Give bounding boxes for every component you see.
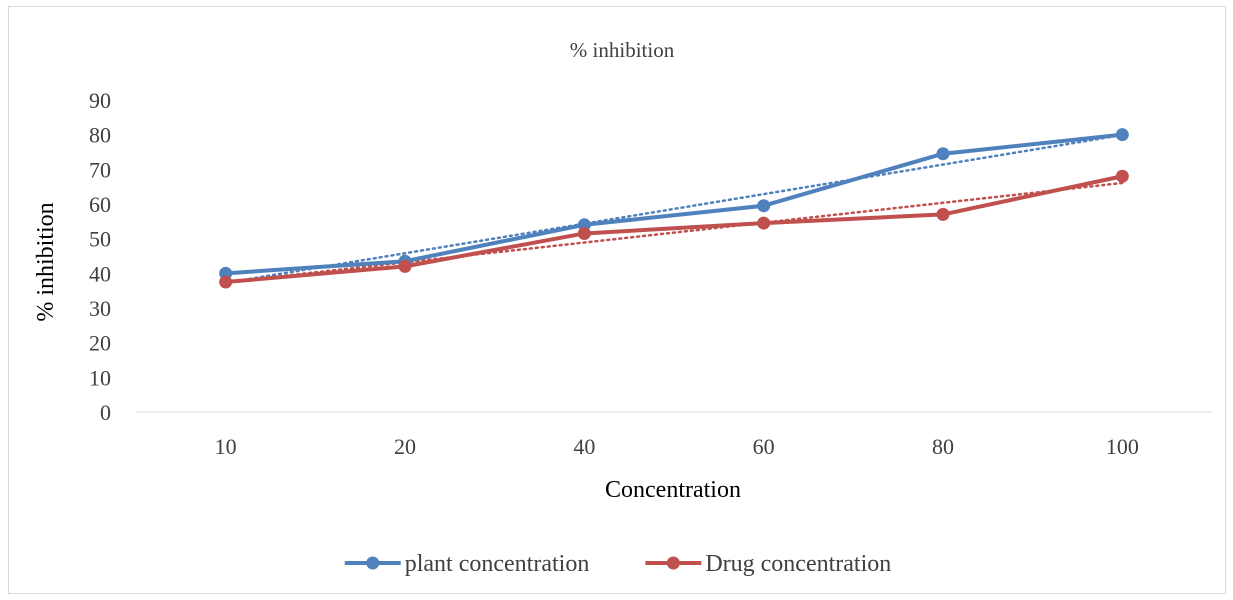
y-tick-label: 40: [89, 261, 111, 286]
legend-swatch-marker: [366, 556, 380, 570]
y-tick-label: 60: [89, 192, 111, 217]
y-tick-label: 0: [100, 400, 111, 425]
x-axis-ticks: 10 20 40 60 80 100: [215, 434, 1139, 459]
y-tick-label: 90: [89, 88, 111, 113]
series-lines: [225, 132, 1123, 284]
series-line: [225, 132, 1123, 276]
data-point: [757, 216, 771, 230]
chart-container: % inhibition 0 10 20 30 40 50 60 70 80 90 10 20 40 6…: [8, 6, 1226, 594]
x-tick-label: 40: [573, 434, 595, 459]
legend-label: plant concentration: [405, 551, 590, 577]
y-tick-label: 70: [89, 157, 111, 182]
y-tick-label: 10: [89, 365, 111, 390]
legend-swatch-marker: [666, 556, 680, 570]
chart-title: % inhibition: [570, 38, 675, 62]
data-point: [936, 147, 950, 161]
chart-legend: plant concentration Drug concentration: [344, 551, 891, 577]
data-point: [1115, 169, 1129, 183]
trendlines: [224, 133, 1124, 285]
x-tick-label: 20: [394, 434, 416, 459]
trendline: [224, 133, 1124, 285]
y-tick-label: 80: [89, 123, 111, 148]
x-tick-label: 10: [215, 434, 237, 459]
legend-label: Drug concentration: [705, 551, 891, 577]
data-point: [1115, 128, 1129, 142]
legend-item: plant concentration: [344, 551, 590, 577]
x-tick-label: 100: [1106, 434, 1139, 459]
y-tick-label: 30: [89, 296, 111, 321]
y-tick-label: 50: [89, 227, 111, 252]
y-tick-label: 20: [89, 331, 111, 356]
x-tick-label: 60: [753, 434, 775, 459]
x-tick-label: 80: [932, 434, 954, 459]
y-axis-ticks: 0 10 20 30 40 50 60 70 80 90: [89, 88, 111, 425]
series-line: [225, 174, 1123, 284]
data-point: [398, 259, 412, 273]
trendline: [224, 181, 1124, 284]
line-chart: % inhibition 0 10 20 30 40 50 60 70 80 90 10 20 40 6…: [33, 38, 1212, 577]
y-axis-title: % inhibition: [33, 202, 59, 321]
data-point: [219, 275, 233, 289]
series-markers: [219, 128, 1129, 289]
x-axis-title: Concentration: [605, 477, 741, 503]
legend-item: Drug concentration: [645, 551, 891, 577]
data-point: [577, 226, 591, 240]
data-point: [757, 199, 771, 213]
data-point: [936, 207, 950, 221]
